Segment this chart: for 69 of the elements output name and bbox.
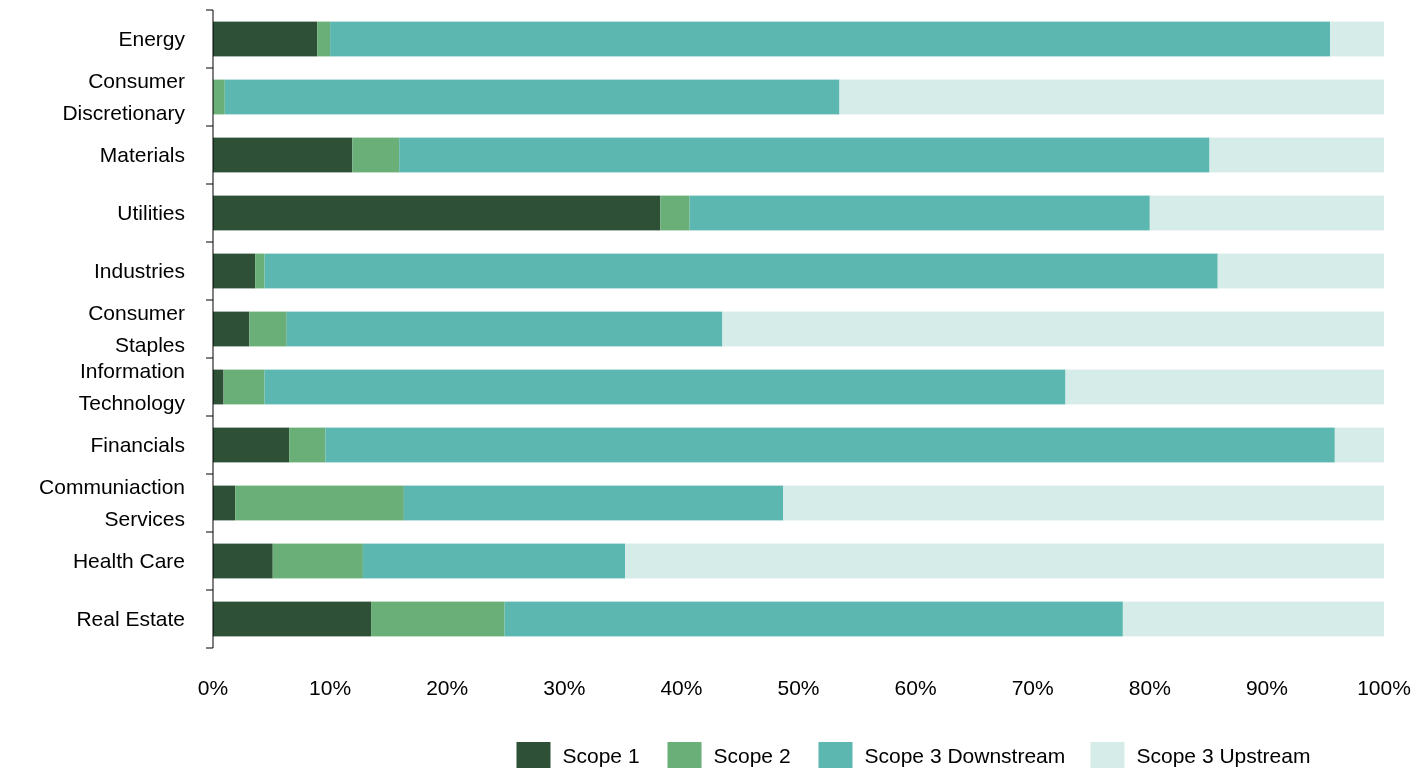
bar (325, 427, 1335, 463)
y-tick-label: Consumer Staples (88, 301, 185, 356)
y-tick-label: Communiaction Services (39, 475, 185, 530)
x-tick-label: 60% (894, 676, 937, 699)
bar (352, 137, 400, 173)
x-tick-label: 40% (660, 676, 703, 699)
bar (213, 253, 256, 289)
bar (689, 195, 1150, 231)
bar (317, 21, 331, 57)
y-tick-label: Energy (118, 27, 186, 50)
bar (289, 427, 326, 463)
x-tick-label: 0% (197, 676, 229, 699)
bar (213, 195, 661, 231)
bar (1065, 369, 1384, 405)
legend-label: Scope 2 (713, 744, 791, 767)
bar (399, 137, 1210, 173)
bar (1122, 601, 1384, 637)
x-tick-label: 90% (1245, 676, 1288, 699)
legend-label: Scope 3 Upstream (1136, 744, 1311, 767)
bar (1217, 253, 1384, 289)
bar (255, 253, 265, 289)
y-tick-label: Financials (90, 433, 185, 456)
bar (362, 543, 626, 579)
bar (223, 369, 265, 405)
y-tick-label: Real Estate (76, 607, 185, 630)
bar (213, 137, 353, 173)
bar (213, 601, 372, 637)
bar (504, 601, 1123, 637)
bar (1149, 195, 1384, 231)
bar (213, 485, 236, 521)
bar (264, 369, 1066, 405)
bar (371, 601, 505, 637)
x-tick-label: 20% (426, 676, 469, 699)
bar (660, 195, 690, 231)
x-tick-label: 30% (543, 676, 586, 699)
y-tick-label: Information Technology (78, 359, 186, 414)
bar (330, 21, 1331, 57)
y-tick-label: Industries (93, 259, 185, 282)
bar (286, 311, 723, 347)
y-tick-label: Consumer Discretionary (62, 69, 186, 124)
bar (213, 427, 290, 463)
y-tick-label: Health Care (72, 549, 185, 572)
bar (224, 79, 840, 115)
bar (783, 485, 1384, 521)
bar (264, 253, 1218, 289)
x-tick-label: 70% (1011, 676, 1054, 699)
bar (403, 485, 784, 521)
x-tick-label: 80% (1128, 676, 1171, 699)
x-tick-label: 50% (777, 676, 820, 699)
bar (235, 485, 404, 521)
bar (839, 79, 1384, 115)
bar (249, 311, 287, 347)
bar (213, 21, 318, 57)
bar (272, 543, 363, 579)
legend-label: Scope 1 (562, 744, 640, 767)
bar (722, 311, 1384, 347)
bar (1330, 21, 1384, 57)
bar (213, 369, 224, 405)
legend-label: Scope 3 Downstream (864, 744, 1066, 767)
x-tick-label: 100% (1357, 676, 1411, 699)
bar (213, 311, 250, 347)
bar (1334, 427, 1384, 463)
y-tick-label: Utilities (117, 201, 185, 224)
bar (1209, 137, 1384, 173)
bar (625, 543, 1384, 579)
bar (213, 79, 225, 115)
x-tick-label: 10% (309, 676, 352, 699)
bar (213, 543, 273, 579)
y-tick-label: Materials (99, 143, 185, 166)
